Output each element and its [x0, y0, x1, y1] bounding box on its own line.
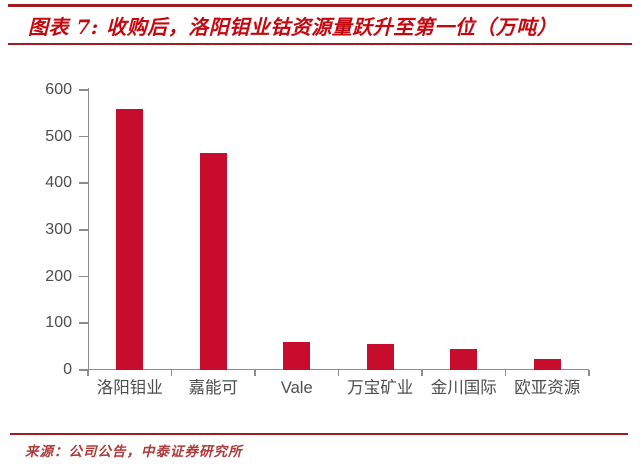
x-axis-tick-mark: [337, 370, 340, 376]
y-axis-tick-label: 200: [45, 267, 72, 285]
source-note: 来源：公司公告，中泰证券研究所: [25, 444, 243, 460]
x-axis-tick-mark: [504, 370, 507, 376]
x-axis-tick-mark: [421, 370, 423, 376]
y-axis-tick-mark: [79, 89, 88, 91]
y-axis-tick-label: 400: [45, 174, 72, 192]
bar-2: [199, 153, 227, 370]
x-axis-label: 万宝矿业: [347, 379, 414, 397]
y-axis-tick-mark: [79, 275, 88, 278]
y-axis-tick-label: 100: [45, 314, 72, 332]
title-divider-rule: [8, 43, 632, 45]
bar-4: [366, 344, 394, 370]
y-axis-tick-label: 300: [45, 221, 72, 238]
x-axis-tick-mark: [254, 370, 256, 376]
x-axis-tick-mark: [588, 370, 590, 376]
y-axis-tick-label: 500: [45, 127, 72, 145]
y-axis-tick-label: 0: [63, 361, 72, 378]
bar-5: [450, 349, 478, 370]
y-axis-tick-label: 600: [45, 81, 72, 98]
x-axis-tick-mark: [170, 370, 173, 376]
x-axis-label: 欧亚资源: [514, 379, 581, 397]
x-axis-tick-mark: [87, 370, 89, 376]
footer-divider-rule: [10, 433, 628, 435]
plot-area: [88, 88, 589, 370]
y-axis-tick-mark: [79, 369, 88, 371]
y-axis-tick-mark: [79, 322, 88, 324]
x-axis-label: 金川国际: [430, 379, 497, 397]
x-axis-label: 洛阳钼业: [96, 379, 163, 397]
y-axis-tick-mark: [79, 182, 88, 184]
bar-1: [116, 108, 144, 370]
bar-3: [283, 342, 311, 370]
bar-6: [533, 359, 561, 370]
y-axis-tick-mark: [79, 135, 88, 138]
x-axis-label: 嘉能可: [188, 379, 239, 397]
top-rule: [8, 4, 632, 7]
x-axis-label: Vale: [280, 379, 313, 397]
figure-title: 图表 7: 收购后，洛阳钼业钴资源量跃升至第一位（万吨）: [28, 15, 558, 39]
y-axis-tick-mark: [79, 229, 88, 231]
